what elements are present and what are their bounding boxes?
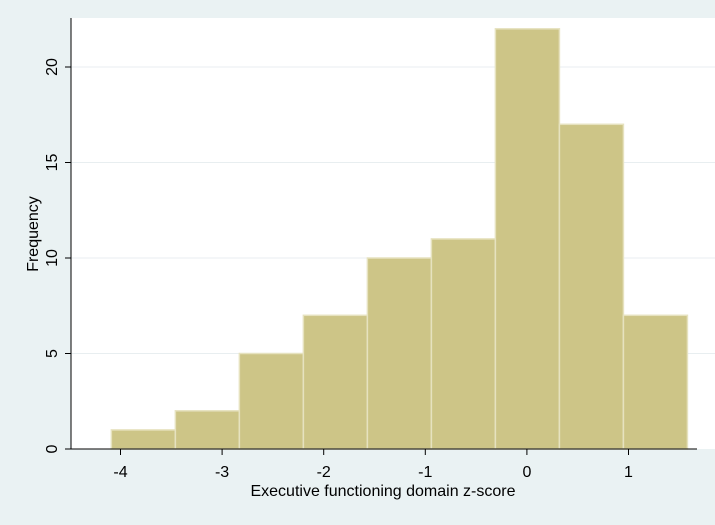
histogram-bar-2 [238,352,305,450]
y-tick-label-1: 5 [44,349,61,358]
y-tick-label-3: 15 [44,154,61,172]
y-tick-label-0: 0 [44,444,61,453]
y-axis-title: Frequency [25,196,42,272]
y-tick-label-4: 20 [44,58,61,76]
x-tick-label-1: -3 [215,464,229,481]
histogram-bar-7 [558,123,625,450]
x-tick-label-0: -4 [113,464,127,481]
histogram-bar-4 [366,257,433,450]
y-tick-label-2: 10 [44,249,61,267]
histogram-bar-5 [430,238,497,450]
histogram-bar-8 [622,314,689,450]
x-tick-label-4: 0 [522,464,531,481]
x-tick-label-2: -2 [317,464,331,481]
x-tick-label-3: -1 [418,464,432,481]
histogram-bar-6 [494,28,561,450]
histogram-bar-1 [174,410,241,450]
histogram-bar-0 [110,429,177,450]
histogram-bar-3 [302,314,369,450]
x-axis-title: Executive functioning domain z-score [250,483,515,500]
x-tick-label-5: 1 [624,464,633,481]
axes [70,18,697,450]
